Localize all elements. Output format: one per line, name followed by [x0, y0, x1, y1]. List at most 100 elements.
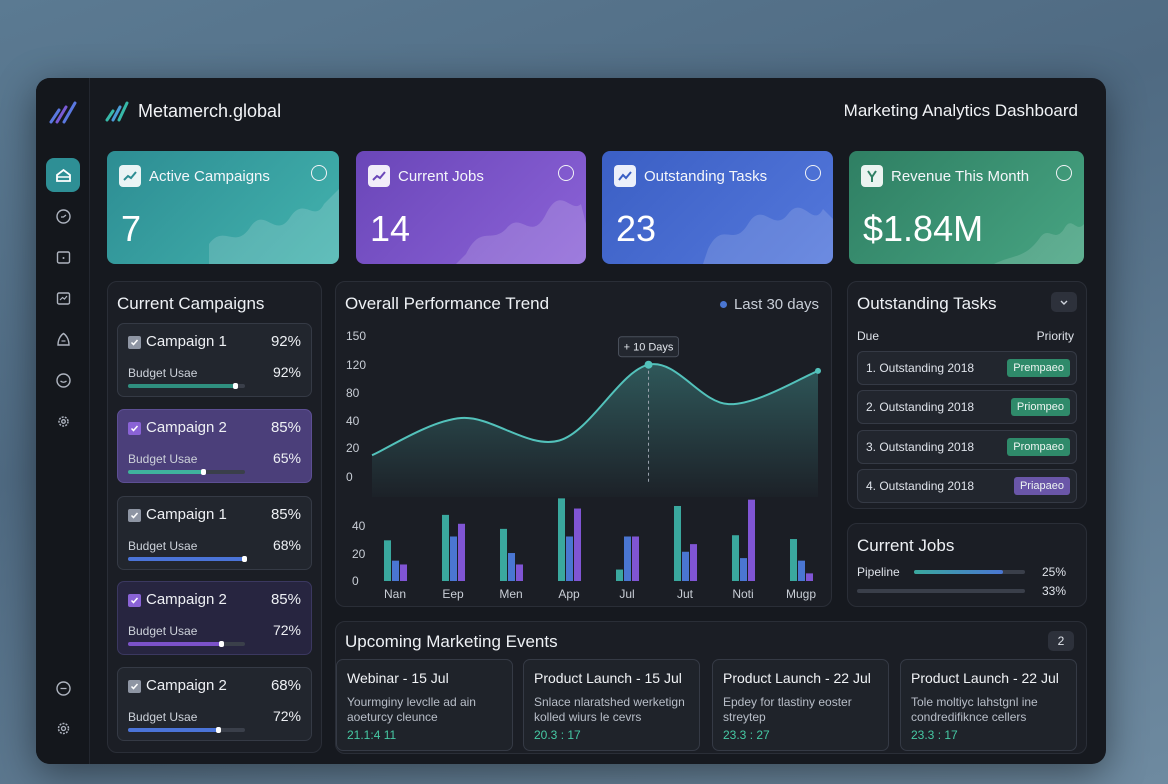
nav-settings[interactable]: [46, 711, 80, 745]
task-name: 2. Outstanding 2018: [866, 400, 975, 414]
sidebar-rail: [36, 78, 90, 764]
jobs-panel: Current Jobs Pipeline 25% 33%: [847, 523, 1087, 607]
pipeline-progress: [914, 570, 1025, 574]
budget-pct: 92%: [272, 364, 301, 380]
campaign-card[interactable]: Campaign 2 85% Budget Usae 72%: [117, 581, 312, 655]
kpi-card-current-jobs[interactable]: Current Jobs 14: [356, 151, 586, 264]
nav-rocket[interactable]: [46, 322, 80, 356]
kpi-card-revenue[interactable]: Revenue This Month $1.84M: [849, 151, 1084, 264]
header: Metamerch.global Marketing Analytics Das…: [104, 96, 1078, 126]
task-row[interactable]: 1. Outstanding 2018 Prempaeo: [857, 351, 1077, 385]
brand[interactable]: Metamerch.global: [104, 99, 281, 123]
date-range-selector[interactable]: Last 30 days: [719, 296, 819, 313]
campaign-pct: 85%: [270, 591, 301, 608]
more-options-icon[interactable]: [1056, 165, 1072, 181]
kpi-label: Current Jobs: [398, 167, 484, 185]
budget-label: Budget Usae: [128, 710, 198, 724]
bar-x-tick-label: Eep: [442, 587, 464, 601]
y-tick-label: 40: [346, 414, 360, 428]
bar: [516, 564, 523, 581]
trend-icon: [614, 165, 636, 187]
bar-x-tick-label: Jut: [677, 587, 694, 601]
bar-x-tick-label: Men: [499, 587, 522, 601]
events-panel: Upcoming Marketing Events 2 Webinar - 15…: [335, 621, 1087, 754]
more-options-icon[interactable]: [311, 165, 327, 181]
bar: [566, 536, 573, 581]
campaign-card[interactable]: Campaign 1 85% Budget Usae 68%: [117, 496, 312, 570]
date-range-label: Last 30 days: [733, 296, 819, 313]
event-desc-line: Snlace nlaratshed werketign: [534, 695, 685, 709]
nav-calendar[interactable]: [46, 240, 80, 274]
nav-chart[interactable]: [46, 281, 80, 315]
nav-gear[interactable]: [46, 404, 80, 438]
pipeline-pct: 25%: [1041, 565, 1066, 579]
campaign-name: Campaign 2: [146, 419, 227, 436]
checkbox-checked-icon[interactable]: [128, 336, 141, 349]
event-card[interactable]: Product Launch - 22 Jul Tole moltiyc lahs…: [900, 659, 1077, 751]
nav-more[interactable]: [46, 671, 80, 705]
bar: [450, 536, 457, 581]
campaign-card[interactable]: Campaign 2 85% Budget Usae 65%: [117, 409, 312, 483]
event-card[interactable]: Webinar - 15 Jul Yourmginy levclle ad ain…: [336, 659, 513, 751]
campaign-card[interactable]: Campaign 2 68% Budget Usae 72%: [117, 667, 312, 741]
pipeline-progress-fill: [914, 570, 1003, 574]
y-tick-label: 120: [346, 358, 366, 372]
kpi-value: 7: [121, 208, 142, 249]
events-count-badge[interactable]: 2: [1048, 631, 1074, 651]
home-icon: [55, 168, 71, 182]
tasks-dropdown-button[interactable]: [1051, 292, 1077, 312]
checkbox-checked-icon[interactable]: [128, 594, 141, 607]
rocket-icon: [56, 332, 70, 346]
more-options-icon[interactable]: [558, 165, 574, 181]
event-card[interactable]: Product Launch - 15 Jul Snlace nlaratshed…: [523, 659, 700, 751]
campaign-card[interactable]: Campaign 1 92% Budget Usae 92%: [117, 323, 312, 397]
campaign-pct: 85%: [270, 506, 301, 523]
range-dot-icon: [719, 301, 727, 308]
sparkline-icon: [703, 207, 833, 264]
event-desc-line: aoeturcy cleunce: [347, 710, 438, 724]
dashboard-window: Metamerch.global Marketing Analytics Das…: [36, 78, 1106, 764]
task-row[interactable]: 4. Outstanding 2018 Priapaeo: [857, 469, 1077, 503]
bar: [442, 514, 449, 581]
bar: [500, 528, 507, 581]
performance-chart: 150 120 80 40 20 0 + 10 Days 40 20 0 Nan Eep Men App J…: [346, 329, 821, 601]
budget-progress: [128, 641, 245, 647]
sparkline-icon: [456, 200, 586, 264]
task-row[interactable]: 2. Outstanding 2018 Priompeo: [857, 390, 1077, 424]
more-icon: [55, 680, 71, 696]
bar: [508, 553, 515, 581]
task-row[interactable]: 3. Outstanding 2018 Prompaeo: [857, 430, 1077, 464]
budget-label: Budget Usae: [128, 539, 198, 553]
budget-progress: [128, 556, 247, 562]
bar: [632, 536, 639, 581]
bar: [458, 523, 465, 581]
nav-smile[interactable]: [46, 363, 80, 397]
bar: [748, 499, 755, 581]
checkbox-checked-icon[interactable]: [128, 680, 141, 693]
kpi-card-active-campaigns[interactable]: Active Campaigns 7: [107, 151, 339, 264]
nav-home[interactable]: [46, 158, 80, 192]
sparkline-icon: [209, 189, 339, 264]
task-name: 1. Outstanding 2018: [866, 361, 975, 375]
bar: [558, 498, 565, 581]
kpi-label: Outstanding Tasks: [644, 167, 768, 185]
more-options-icon[interactable]: [805, 165, 821, 181]
checkbox-checked-icon[interactable]: [128, 509, 141, 522]
event-desc-line: Tole moltiyc lahstgnl ine: [911, 695, 1038, 709]
checkbox-checked-icon[interactable]: [128, 422, 141, 435]
bar-y-tick-label: 40: [352, 519, 366, 533]
nav-clock[interactable]: [46, 199, 80, 233]
y-tick-label: 0: [346, 470, 353, 484]
budget-pct: 72%: [272, 622, 301, 638]
bar: [682, 551, 689, 581]
event-card[interactable]: Product Launch - 22 Jul Epdey for tlastin…: [712, 659, 889, 751]
bar-x-tick-label: Mugp: [786, 587, 816, 601]
bar: [624, 536, 631, 581]
bar-x-tick-label: App: [558, 587, 580, 601]
event-desc-line: condredifiknce cellers: [911, 710, 1027, 724]
y-tick-label: 80: [346, 386, 360, 400]
kpi-card-outstanding-tasks[interactable]: Outstanding Tasks 23: [602, 151, 833, 264]
campaign-pct: 68%: [270, 677, 301, 694]
bar: [798, 560, 805, 581]
event-desc-line: Yourmginy levclle ad ain: [347, 695, 476, 709]
